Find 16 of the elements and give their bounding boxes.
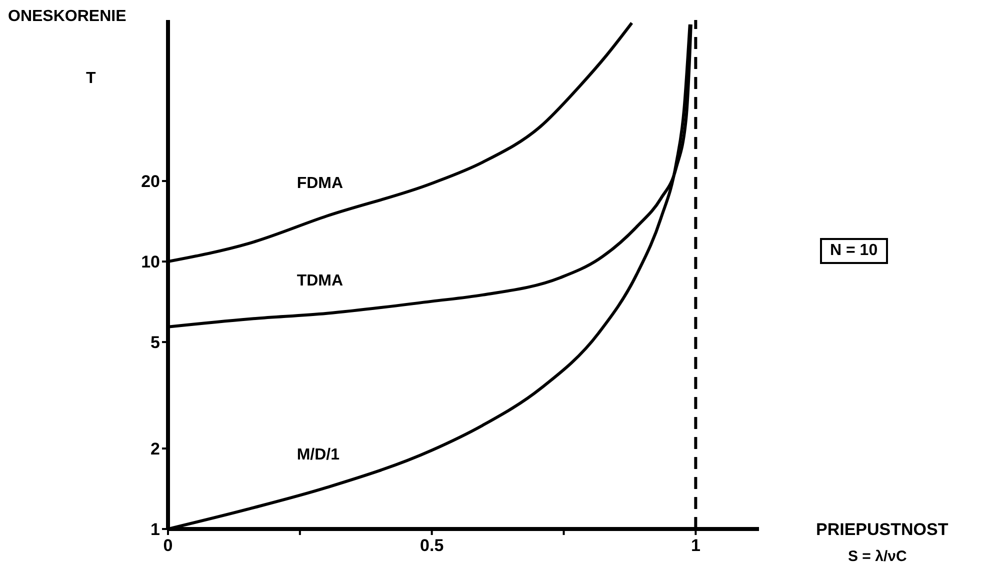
x-tick-label: 0.5 — [420, 536, 444, 555]
text: S = λ/νC — [848, 548, 907, 565]
y-tick-label: 20 — [141, 172, 160, 192]
y-tick-label: 5 — [150, 333, 160, 352]
text: N = 10 — [820, 238, 888, 264]
text: T — [86, 70, 96, 88]
x-axis-title: PRIEPUSTNOST — [816, 520, 948, 540]
y-tick-label: 10 — [141, 252, 160, 272]
series-label: M/D/1 — [296, 446, 340, 464]
y-tick-label: 2 — [150, 440, 160, 459]
y-tick-label: 1 — [150, 520, 160, 540]
y-axis-title: ONESKORENIE — [8, 8, 126, 26]
x-tick-label: 0 — [163, 536, 173, 555]
x-tick-label: 1 — [690, 536, 700, 555]
series-label: TDMA — [296, 272, 344, 290]
series-label: FDMA — [296, 175, 344, 192]
